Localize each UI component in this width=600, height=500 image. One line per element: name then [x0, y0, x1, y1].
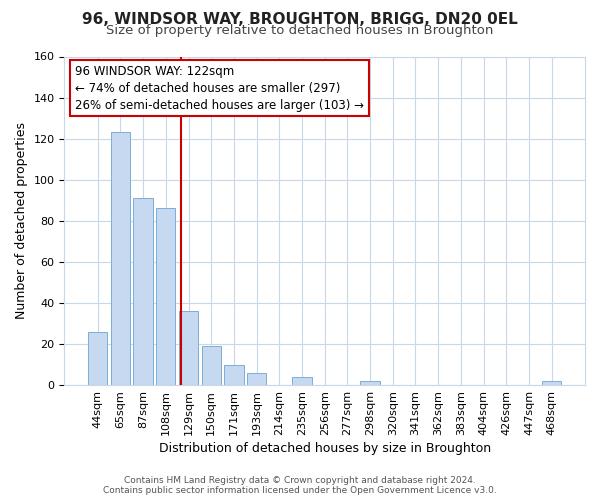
- Y-axis label: Number of detached properties: Number of detached properties: [15, 122, 28, 320]
- Text: 96, WINDSOR WAY, BROUGHTON, BRIGG, DN20 0EL: 96, WINDSOR WAY, BROUGHTON, BRIGG, DN20 …: [82, 12, 518, 28]
- Bar: [247, 372, 266, 385]
- X-axis label: Distribution of detached houses by size in Broughton: Distribution of detached houses by size …: [158, 442, 491, 455]
- Bar: [361, 381, 380, 385]
- Bar: [292, 377, 311, 385]
- Text: Size of property relative to detached houses in Broughton: Size of property relative to detached ho…: [106, 24, 494, 37]
- Bar: [133, 198, 153, 385]
- Text: Contains HM Land Registry data © Crown copyright and database right 2024.
Contai: Contains HM Land Registry data © Crown c…: [103, 476, 497, 495]
- Bar: [542, 381, 562, 385]
- Bar: [111, 132, 130, 385]
- Bar: [202, 346, 221, 385]
- Bar: [88, 332, 107, 385]
- Text: 96 WINDSOR WAY: 122sqm
← 74% of detached houses are smaller (297)
26% of semi-de: 96 WINDSOR WAY: 122sqm ← 74% of detached…: [75, 64, 364, 112]
- Bar: [156, 208, 175, 385]
- Bar: [224, 364, 244, 385]
- Bar: [179, 311, 198, 385]
